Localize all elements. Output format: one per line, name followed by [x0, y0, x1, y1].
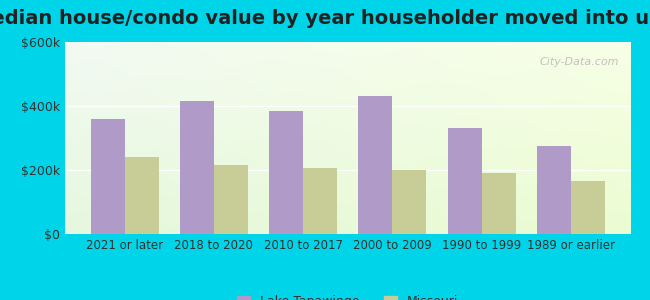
Bar [91, 119, 125, 234]
Bar [180, 101, 214, 234]
Bar [393, 170, 426, 234]
Bar [537, 146, 571, 234]
Bar [125, 157, 159, 234]
Bar [303, 168, 337, 234]
Bar [358, 96, 393, 234]
Bar [214, 165, 248, 234]
Text: Median house/condo value by year householder moved into unit: Median house/condo value by year househo… [0, 9, 650, 28]
Legend: Lake Tapawingo, Missouri: Lake Tapawingo, Missouri [237, 296, 458, 300]
Text: City-Data.com: City-Data.com [540, 57, 619, 68]
Bar [448, 128, 482, 234]
Bar [571, 181, 605, 234]
Bar [269, 111, 303, 234]
Bar [482, 173, 515, 234]
